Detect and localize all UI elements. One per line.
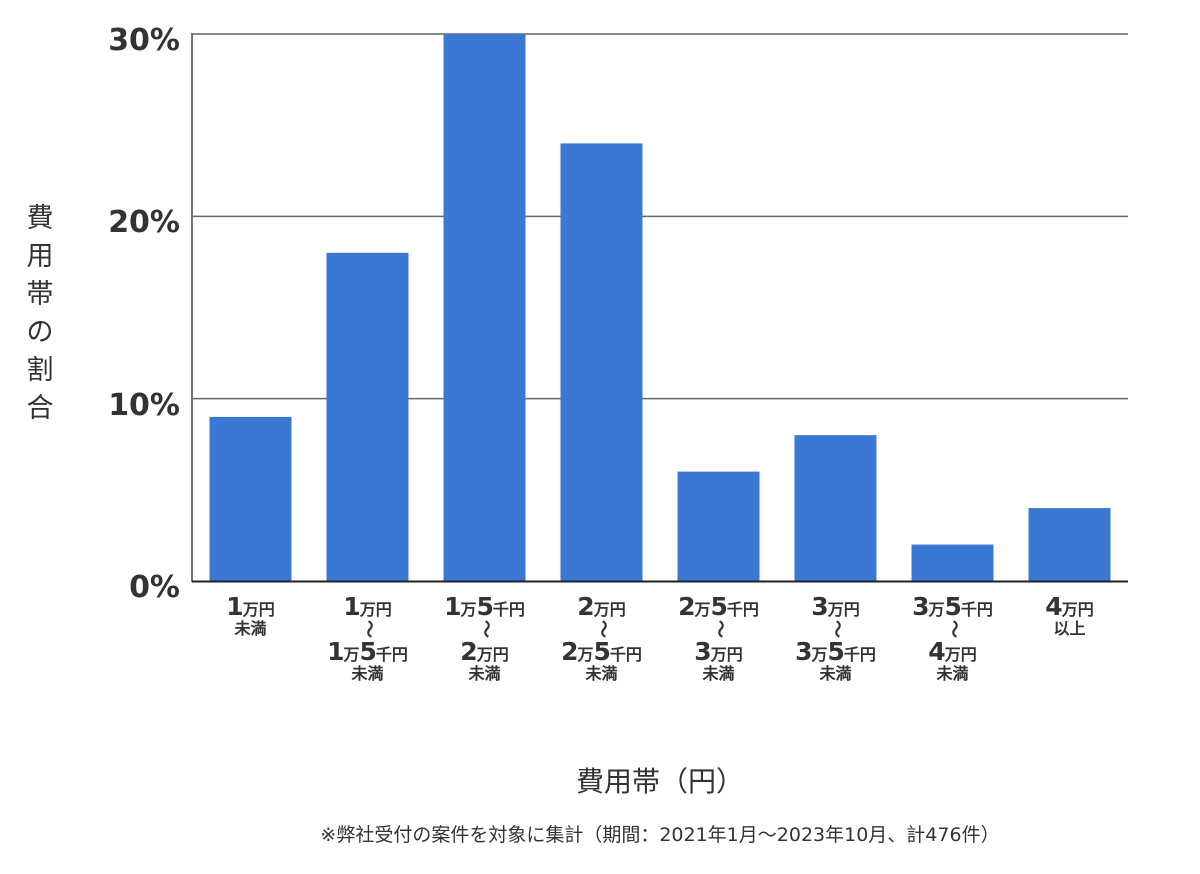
bars — [209, 34, 1111, 582]
y-tick-0: 0% — [129, 570, 180, 605]
x-category-label: 3万円〜 3万5千円 未満 — [795, 592, 876, 683]
y-title-char: 費 — [26, 203, 54, 234]
y-tick-20: 20% — [108, 205, 180, 240]
y-tick-30: 30% — [108, 23, 180, 58]
x-category-label: 1万円 未満 — [226, 592, 275, 638]
x-category-label: 1万円〜 1万5千円 未満 — [327, 592, 408, 683]
bar-7 — [911, 544, 994, 581]
y-title-char: 合 — [26, 393, 54, 424]
y-title-char: 用 — [26, 241, 54, 272]
bar-2 — [326, 252, 409, 582]
y-title-char: 帯 — [26, 279, 54, 310]
bar-8 — [1028, 508, 1111, 581]
x-category-label: 3万5千円〜 4万円 未満 — [912, 592, 993, 683]
x-category-label: 4万円 以上 — [1045, 592, 1094, 638]
y-tick-10: 10% — [108, 388, 180, 423]
bar-3 — [443, 34, 526, 581]
x-category-label: 2万円〜 2万5千円 未満 — [561, 592, 642, 683]
bar-1 — [209, 416, 292, 581]
bar-5 — [677, 471, 760, 581]
bar-6 — [794, 435, 877, 581]
x-axis-title: 費用帯（円） — [575, 765, 744, 798]
y-title-char: 割 — [26, 355, 54, 386]
y-axis-title: 費 用 帯 の 割 合 — [22, 200, 58, 428]
bar-4 — [560, 143, 643, 581]
x-category-label: 2万5千円〜 3万円 未満 — [678, 592, 759, 683]
x-category-label: 1万5千円〜 2万円 未満 — [444, 592, 525, 683]
footnote: ※弊社受付の案件を対象に集計（期間：2021年1月〜2023年10月、計476件… — [320, 824, 1000, 846]
y-title-char: の — [26, 317, 54, 348]
